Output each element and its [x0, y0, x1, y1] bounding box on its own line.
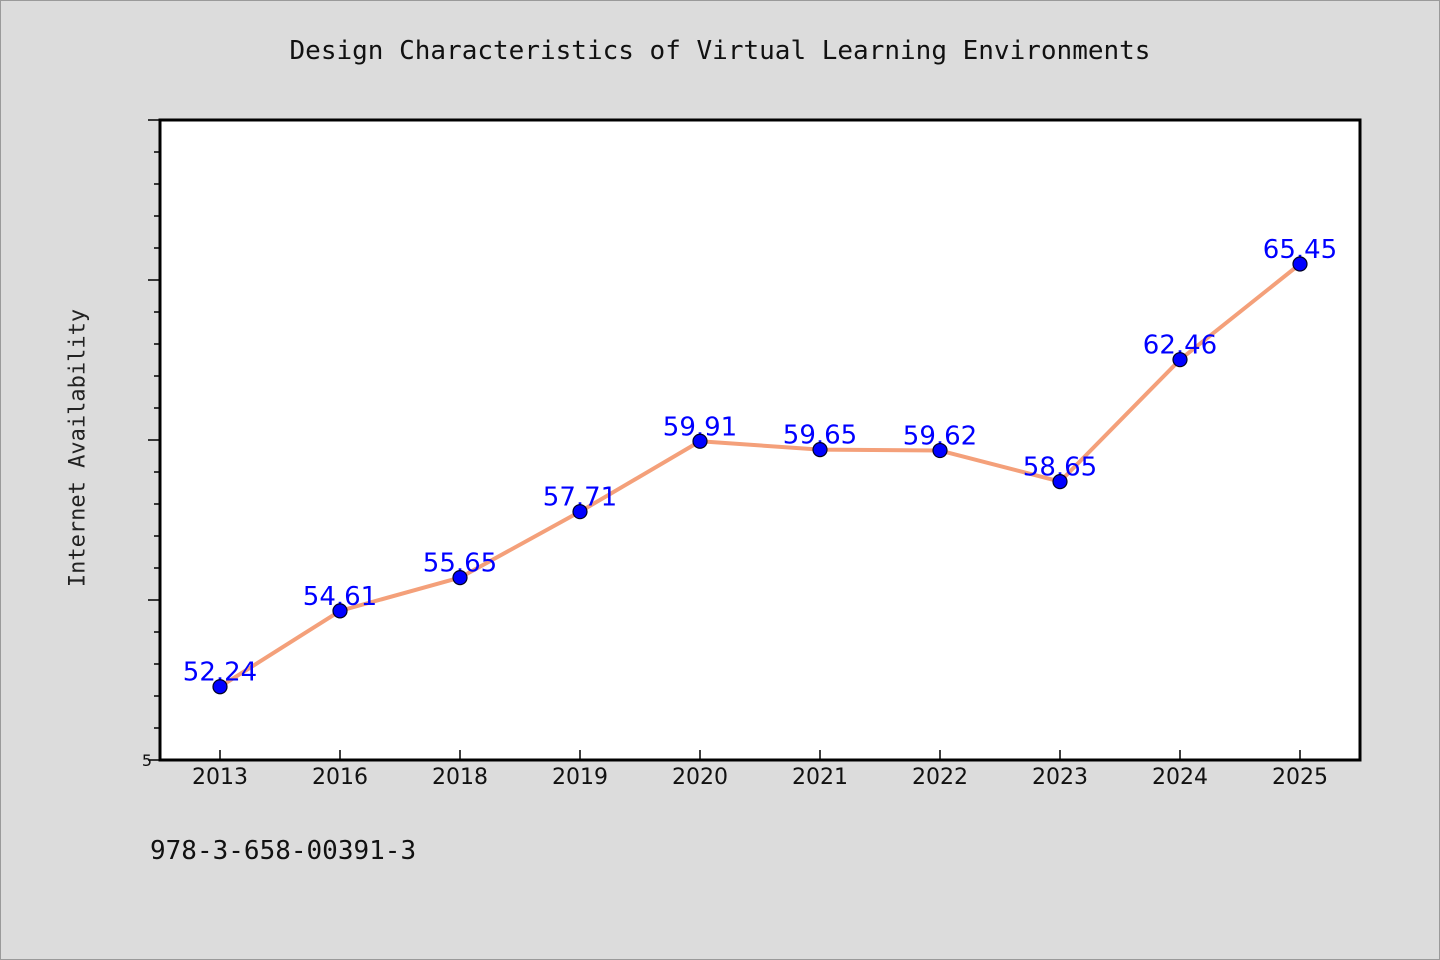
x-tick-label: 2024 — [1152, 765, 1208, 790]
x-tick-label: 2018 — [432, 765, 488, 790]
isbn-footnote: 978-3-658-00391-3 — [150, 836, 417, 866]
data-point — [572, 504, 588, 520]
y-axis-ticks: 5 — [142, 119, 160, 770]
data-point — [692, 433, 708, 449]
x-tick-label: 2021 — [792, 765, 848, 790]
data-point — [212, 679, 228, 695]
series-line — [218, 262, 1302, 689]
data-point — [1052, 474, 1068, 490]
data-point — [1292, 256, 1308, 272]
data-point — [812, 442, 828, 458]
x-tick-label: 2020 — [672, 765, 728, 790]
x-tick-label: 2019 — [552, 765, 608, 790]
data-point — [452, 569, 468, 586]
x-tick-label: 2025 — [1272, 765, 1328, 790]
x-tick-label: 2013 — [192, 765, 248, 790]
x-tick-label: 2022 — [912, 765, 968, 790]
y-tick-label: 5 — [142, 751, 152, 770]
chart-title: Design Characteristics of Virtual Learni… — [289, 36, 1151, 66]
data-markers — [212, 256, 1308, 695]
data-point — [1172, 352, 1188, 368]
x-tick-label: 2016 — [312, 765, 368, 790]
plot-area — [158, 118, 1362, 762]
data-point — [332, 603, 348, 619]
x-tick-label: 2023 — [1032, 765, 1088, 790]
data-point — [932, 442, 948, 459]
x-axis-ticks: 2013 2016 2018 2019 2020 2021 2022 2023 2024 2025 — [192, 750, 1328, 790]
